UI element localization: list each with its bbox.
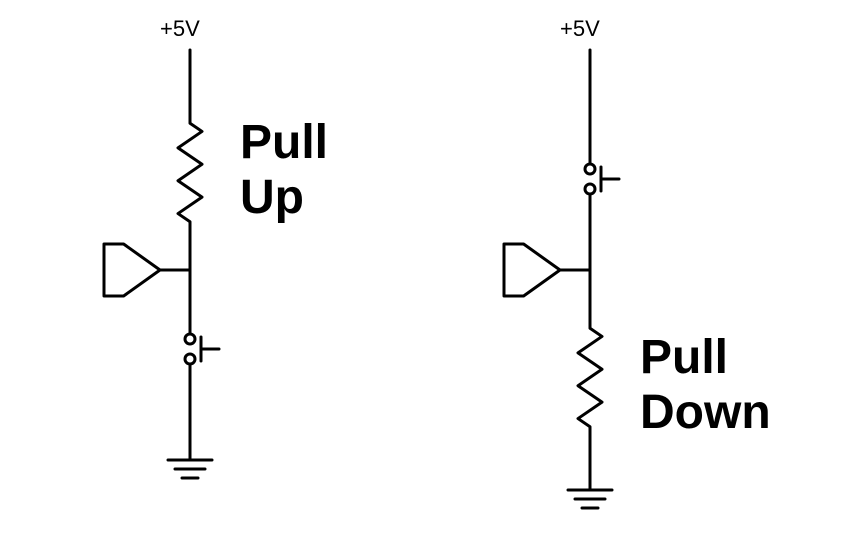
pullup-voltage-label: +5V bbox=[160, 16, 200, 42]
pulldown-title-line1: Pull bbox=[640, 331, 728, 384]
pullup-title-line1: Pull bbox=[240, 116, 328, 169]
pullup-circuit: +5V Pull Up bbox=[30, 20, 290, 540]
pullup-title: Pull Up bbox=[240, 115, 328, 225]
pulldown-schematic bbox=[430, 20, 730, 540]
pullup-schematic bbox=[30, 20, 290, 540]
pullup-title-line2: Up bbox=[240, 171, 304, 224]
pulldown-voltage-label: +5V bbox=[560, 16, 600, 42]
pulldown-title: Pull Down bbox=[640, 330, 771, 440]
pulldown-circuit: +5V Pull Down bbox=[430, 20, 730, 540]
pulldown-title-line2: Down bbox=[640, 386, 771, 439]
